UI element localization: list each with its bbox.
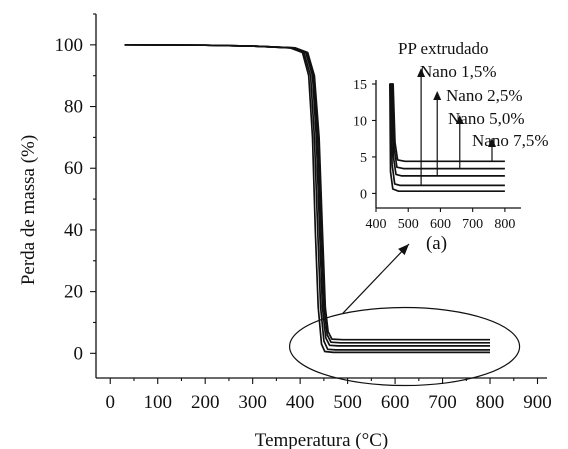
y-tick-label: 40 [64,220,83,241]
inset-x-tick-label: 400 [366,217,387,232]
inset-series-line-0 [389,83,505,193]
x-tick-label: 0 [105,392,115,413]
y-tick-label: 0 [74,343,84,364]
main-series-line-2 [124,43,490,347]
x-tick-label: 100 [143,392,172,413]
x-tick-label: 600 [381,392,410,413]
inset-x-tick-label: 700 [462,217,483,232]
main-series-line-0 [124,43,490,354]
x-tick-label: 400 [286,392,315,413]
inset-legend-label-4: Nano 7,5% [472,131,548,150]
x-tick-label: 700 [428,392,457,413]
inset-y-tick-label: 15 [353,78,367,93]
inset-legend-arrowhead-3 [455,115,464,124]
x-tick-label: 500 [333,392,362,413]
inset-series-line-1 [389,83,505,187]
inset-y-tick-label: 10 [353,114,367,129]
main-series-line-4 [124,43,490,341]
inset-caption: (a) [426,233,447,254]
inset-x-tick-label: 800 [494,217,515,232]
inset-legend: PP extrudado Nano 1,5% Nano 2,5% Nano 5,0% N… [398,39,548,186]
y-tick-label: 100 [55,35,84,56]
inset-curves [389,83,505,193]
main-series-line-3 [124,43,490,344]
inset-y-tick-label: 0 [360,187,367,202]
x-tick-label: 200 [191,392,220,413]
x-tick-label: 900 [523,392,552,413]
x-axis-title: Temperatura (°C) [255,430,388,449]
inset-legend-arrowhead-2 [433,91,442,100]
inset-legend-label-1: Nano 1,5% [420,62,496,81]
zoom-region-ellipse [288,306,521,387]
inset-legend-arrowhead-1 [417,68,426,77]
main-series-line-1 [124,43,490,351]
x-tick-label: 800 [476,392,505,413]
zoom-pointer-arrowhead [398,244,409,256]
y-tick-label: 20 [64,282,83,303]
inset-x-tick-label: 600 [430,217,451,232]
inset-legend-label-2: Nano 2,5% [446,86,522,105]
inset-legend-arrowhead-4 [488,138,496,147]
y-tick-label: 60 [64,158,83,179]
y-tick-label: 80 [64,97,83,118]
main-curves [124,43,490,354]
inset-legend-label-0: PP extrudado [398,39,489,58]
inset-legend-label-3: Nano 5,0% [448,109,524,128]
y-axis-title: Perda de massa (%) [18,135,39,285]
inset-plot: 400 500 600 700 800 0 5 10 15 PP extrudado Nano 1… [353,39,548,254]
inset-y-tick-label: 5 [360,151,367,166]
inset-x-tick-label: 500 [398,217,419,232]
x-tick-label: 300 [238,392,267,413]
inset-axis-ticks: 400 500 600 700 800 0 5 10 15 [353,78,515,232]
zoom-pointer-line [342,243,410,314]
